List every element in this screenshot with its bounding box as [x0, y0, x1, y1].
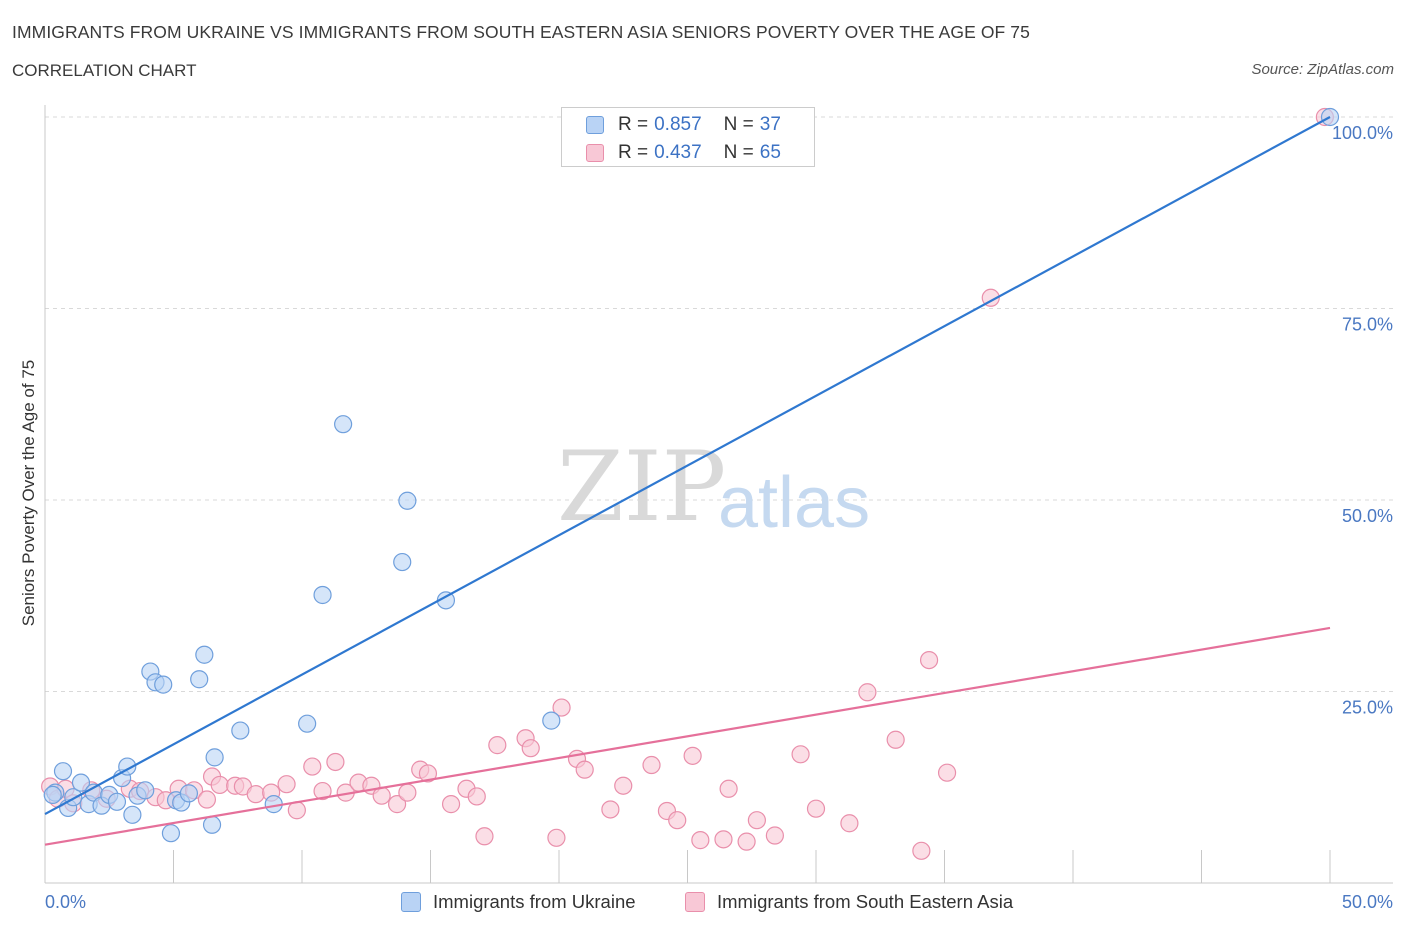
data-point [326, 752, 345, 772]
chart-title: IMMIGRANTS FROM UKRAINE VS IMMIGRANTS FR… [12, 22, 1030, 42]
data-point [123, 805, 142, 824]
source-label: Source: ZipAtlas.com [1251, 61, 1394, 78]
data-point [190, 670, 209, 689]
data-point [668, 811, 687, 830]
data-point [398, 783, 417, 802]
data-point [161, 824, 181, 843]
watermark-zip: ZIP [557, 431, 726, 543]
data-point [691, 831, 710, 850]
data-point [418, 764, 438, 783]
data-point [858, 683, 877, 702]
data-point [398, 491, 417, 510]
data-point [719, 779, 738, 798]
y-tick-label: 50.0% [1342, 506, 1393, 526]
legend-r-value: 0.437 [654, 142, 702, 163]
data-point [53, 762, 73, 781]
data-point [542, 711, 561, 730]
y-tick-label: 25.0% [1342, 698, 1393, 718]
data-point [107, 792, 127, 811]
bottom-legend-label-ukraine: Immigrants from Ukraine [433, 891, 636, 912]
data-point [601, 800, 620, 819]
legend-r-label: R = [618, 142, 649, 163]
data-point [313, 781, 332, 801]
y-tick-label: 75.0% [1342, 315, 1393, 335]
data-point [210, 775, 229, 795]
data-point [840, 814, 859, 833]
trend-line-south-eastern-asia [44, 626, 1331, 846]
watermark-atlas: atlas [718, 463, 870, 543]
data-point [521, 739, 540, 758]
legend-swatch-south-eastern-asia [586, 144, 604, 162]
data-point [154, 675, 173, 694]
data-point [806, 799, 826, 818]
series-ukraine [43, 107, 1340, 843]
data-point [737, 832, 756, 851]
x-tick-label: 50.0% [1342, 892, 1393, 912]
grid [45, 116, 1393, 692]
data-point [886, 730, 905, 749]
data-point [277, 775, 296, 794]
legend-n-label: N = [723, 114, 754, 135]
bottom-legend-ukraine: Immigrants from Ukraine [401, 889, 636, 915]
data-point [197, 790, 217, 809]
bottom-legend-swatch-south-eastern-asia [685, 892, 705, 912]
data-point [747, 811, 766, 830]
data-point [334, 415, 353, 434]
data-point [791, 745, 810, 764]
legend-n-value: 37 [759, 114, 781, 135]
tick-labels: 25.0% 50.0% 75.0% 100.0% 0.0% 50.0% [45, 123, 1393, 912]
data-point [575, 760, 594, 779]
data-point [552, 698, 571, 717]
data-point [912, 841, 931, 860]
legend-n-label: N = [723, 142, 754, 163]
y-axis-title: Seniors Poverty Over the Age of 75 [19, 360, 38, 626]
data-point [614, 776, 633, 795]
data-point [683, 746, 702, 765]
data-point [714, 830, 733, 849]
data-point [981, 288, 1000, 307]
watermark: ZIP atlas [557, 431, 870, 543]
data-point [919, 650, 939, 670]
bottom-legend-swatch-ukraine [401, 892, 421, 912]
trend-line-ukraine [44, 116, 1331, 816]
data-point [136, 781, 155, 800]
data-point [547, 828, 566, 847]
data-point [765, 826, 784, 845]
axes [44, 105, 1393, 884]
legend-r-value: 0.857 [654, 114, 702, 135]
correlation-legend: R = 0.857 N = 37 R = 0.437 N = 65 [561, 107, 815, 167]
data-point [43, 785, 62, 805]
data-point [71, 773, 91, 792]
data-point [298, 714, 317, 733]
bottom-legend-south-eastern-asia: Immigrants from South Eastern Asia [685, 889, 1013, 915]
x-tick-label: 0.0% [45, 892, 86, 912]
data-point [246, 785, 265, 804]
data-point [937, 763, 957, 782]
trend-lines [44, 116, 1331, 846]
data-point [231, 721, 250, 740]
data-point [393, 552, 412, 572]
data-point [205, 748, 224, 767]
data-point [488, 736, 507, 755]
data-point [467, 787, 486, 806]
chart-subtitle: CORRELATION CHART [12, 61, 197, 80]
bottom-legend-label-south-eastern-asia: Immigrants from South Eastern Asia [717, 891, 1014, 912]
data-point [195, 645, 214, 664]
legend-swatch-ukraine [586, 116, 604, 134]
legend-r-label: R = [618, 114, 649, 135]
series-south-eastern-asia [41, 107, 1334, 860]
data-point [313, 585, 332, 605]
data-point [179, 784, 199, 803]
legend-row-ukraine: R = 0.857 N = 37 [586, 113, 781, 137]
data-point [202, 815, 222, 834]
y-tick-label: 100.0% [1332, 123, 1393, 143]
data-point [303, 757, 322, 776]
data-point [387, 795, 407, 814]
data-point [441, 795, 461, 814]
legend-n-value: 65 [759, 142, 781, 163]
data-point [642, 755, 661, 775]
legend-row-south-eastern-asia: R = 0.437 N = 65 [586, 141, 781, 165]
data-point [475, 827, 494, 846]
